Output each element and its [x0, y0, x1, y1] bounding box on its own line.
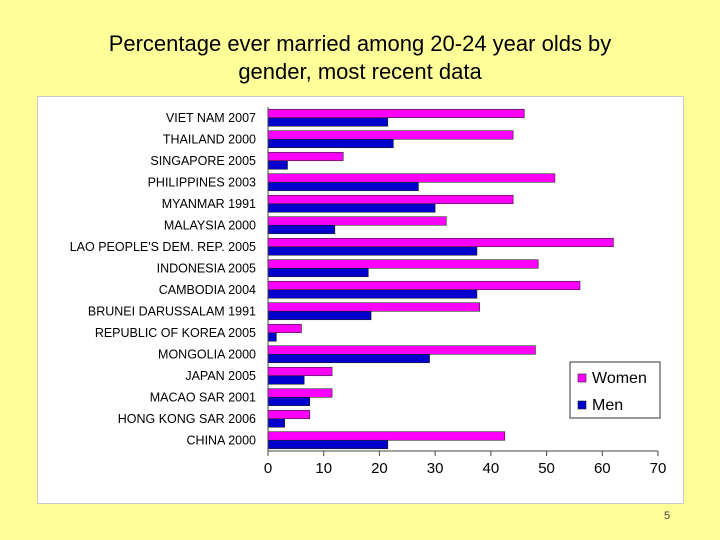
category-label-13: MACAO SAR 2001: [150, 390, 256, 404]
category-label-0: VIET NAM 2007: [166, 111, 256, 125]
bar-men-12: [267, 375, 305, 385]
slide-title: Percentage ever married among 20-24 year…: [0, 30, 720, 86]
legend-label-women: Women: [592, 370, 647, 387]
legend-swatch-men: [577, 400, 587, 410]
category-label-15: CHINA 2000: [187, 433, 257, 447]
x-tick-label-7: 70: [650, 460, 667, 477]
bar-men-2: [267, 160, 288, 170]
bar-men-8: [267, 289, 478, 299]
bar-men-10: [267, 332, 277, 342]
bar-women-9: [267, 302, 481, 312]
bar-women-12: [267, 366, 333, 377]
bar-women-7: [267, 259, 539, 269]
x-tick-label-6: 60: [594, 460, 611, 477]
bar-men-15: [267, 439, 389, 450]
category-label-7: INDONESIA 2005: [157, 261, 256, 275]
x-tick-label-5: 50: [538, 460, 555, 477]
x-tick-label-2: 20: [371, 460, 388, 477]
chart-frame: VIET NAM 2007 THAILAND 2000 SINGAPORE 2005…: [37, 96, 684, 504]
bar-women-3: [267, 173, 556, 183]
page-number: 5: [664, 510, 671, 522]
category-label-2: SINGAPORE 2005: [150, 154, 256, 168]
bar-women-1: [267, 130, 514, 140]
bar-women-2: [267, 151, 344, 162]
legend-box: [569, 361, 661, 419]
category-label-3: PHILIPPINES 2003: [148, 175, 256, 189]
bar-women-14: [267, 409, 311, 420]
bar-women-13: [267, 388, 333, 398]
bar-men-14: [267, 418, 286, 428]
bar-women-0: [267, 108, 525, 119]
slide-title-line-1: Percentage ever married among 20-24 year…: [108, 31, 612, 56]
category-label-8: CAMBODIA 2004: [159, 283, 256, 297]
bar-women-15: [267, 431, 506, 441]
bar-women-10: [267, 323, 302, 334]
bar-men-6: [267, 246, 478, 256]
bar-women-4: [267, 194, 514, 205]
category-label-5: MALAYSIA 2000: [164, 218, 256, 232]
bar-women-5: [267, 216, 447, 226]
x-tick-label-4: 40: [483, 460, 500, 477]
bar-men-0: [267, 117, 389, 127]
x-tick-label-1: 10: [315, 460, 332, 477]
category-label-4: MYANMAR 1991: [162, 197, 256, 211]
x-tick-label-0: 0: [264, 460, 272, 477]
bar-chart: VIET NAM 2007 THAILAND 2000 SINGAPORE 2005…: [70, 107, 667, 477]
bar-women-11: [267, 345, 536, 355]
x-tick-label-3: 30: [427, 460, 444, 477]
bar-men-13: [267, 396, 311, 407]
category-label-11: MONGOLIA 2000: [158, 347, 256, 361]
slide-title-line-2: gender, most recent data: [238, 59, 482, 84]
category-label-1: THAILAND 2000: [163, 132, 256, 146]
bar-men-5: [267, 224, 336, 235]
category-label-10: REPUBLIC OF KOREA 2005: [95, 326, 256, 340]
bar-men-7: [267, 267, 369, 278]
bar-men-9: [267, 310, 372, 321]
legend-label-men: Men: [592, 397, 623, 414]
bar-men-4: [267, 203, 436, 213]
category-label-6: LAO PEOPLE'S DEM. REP. 2005: [70, 240, 256, 254]
bar-women-8: [267, 280, 581, 291]
bar-men-11: [267, 353, 430, 364]
bar-women-6: [267, 237, 614, 248]
category-label-9: BRUNEI DARUSSALAM 1991: [88, 304, 256, 318]
legend-swatch-women: [577, 373, 587, 383]
bar-men-1: [267, 138, 394, 149]
category-label-14: HONG KONG SAR 2006: [118, 412, 256, 426]
bar-men-3: [267, 181, 419, 192]
category-label-12: JAPAN 2005: [185, 369, 256, 383]
